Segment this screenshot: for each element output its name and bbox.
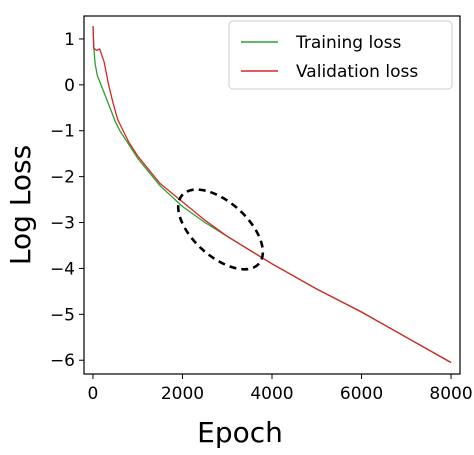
validation-loss-line xyxy=(92,26,452,364)
x-tick-label: 4000 xyxy=(250,384,293,404)
x-tick-label: 8000 xyxy=(429,384,472,404)
y-tick-label: −5 xyxy=(50,305,75,325)
y-tick-label: −2 xyxy=(50,168,75,188)
x-axis: 0 2000 4000 6000 8000 xyxy=(88,374,473,404)
y-tick-label: −3 xyxy=(50,214,75,234)
series-layer xyxy=(92,26,452,364)
legend: Training loss Validation loss xyxy=(228,20,453,90)
y-tick-label: 1 xyxy=(64,30,75,50)
y-tick-label: 0 xyxy=(64,76,75,96)
legend-frame xyxy=(228,20,453,90)
legend-label-validation: Validation loss xyxy=(296,62,418,82)
y-tick-label: −1 xyxy=(50,122,75,142)
x-tick-label: 6000 xyxy=(340,384,383,404)
legend-label-training: Training loss xyxy=(295,33,401,53)
y-tick-label: −6 xyxy=(50,351,75,371)
highlight-dashed-ellipse xyxy=(176,188,265,271)
y-axis-title: Log Loss xyxy=(4,145,37,265)
x-axis-title: Epoch xyxy=(197,416,283,449)
y-axis: 1 0 −1 −2 −3 −4 −5 −6 xyxy=(50,30,84,371)
annotation-layer xyxy=(176,188,265,271)
y-tick-label: −4 xyxy=(50,259,75,279)
x-tick-label: 0 xyxy=(88,384,99,404)
x-tick-label: 2000 xyxy=(161,384,204,404)
